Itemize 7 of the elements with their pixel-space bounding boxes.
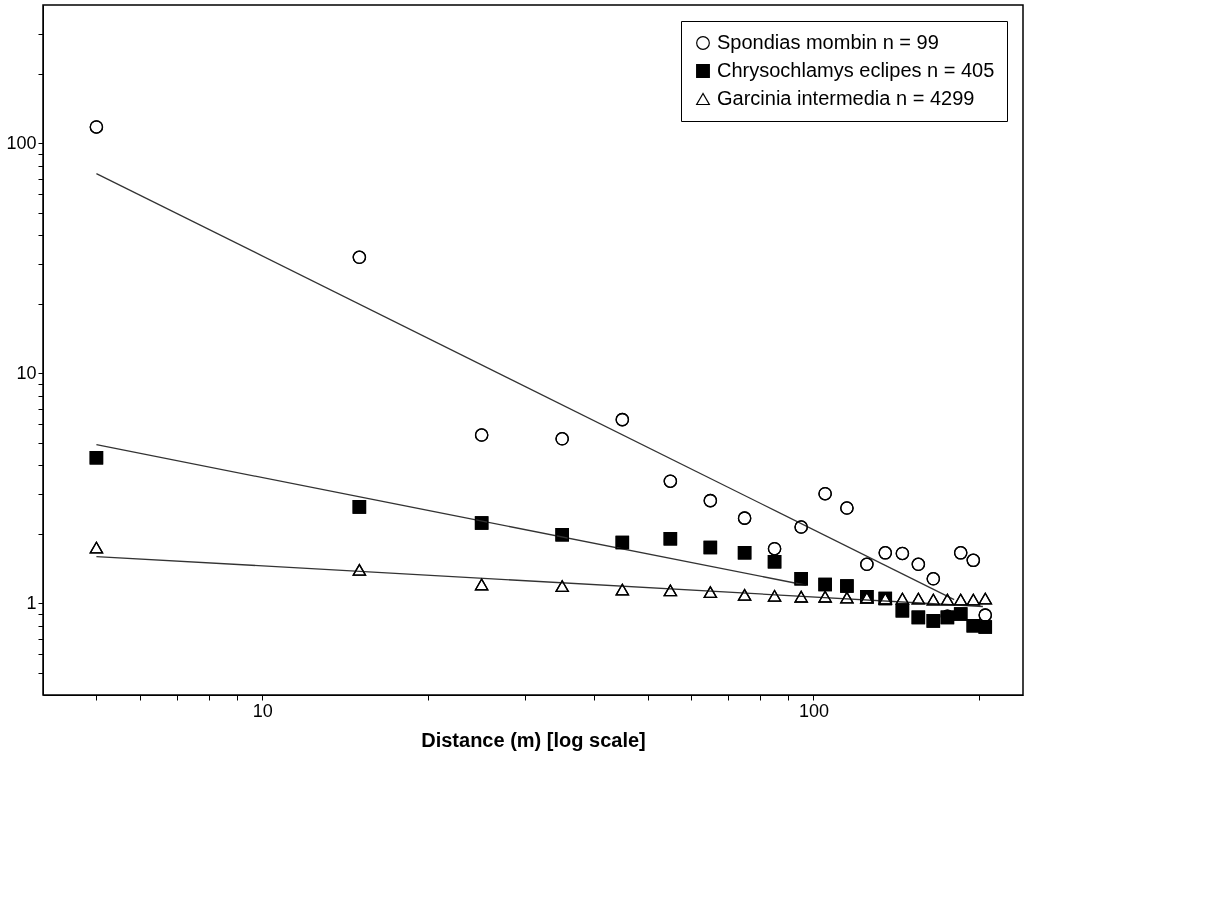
y-tick-label: 1	[26, 592, 37, 613]
y-tick-label: 100	[6, 132, 37, 153]
legend-label: Garcinia intermedia n = 4299	[717, 87, 975, 109]
legend-label: Spondias mombin n = 99	[717, 31, 939, 53]
y-tick-label: 10	[16, 362, 37, 383]
legend-label: Chrysochlamys eclipes n = 405	[717, 59, 995, 81]
x-axis-title: Distance (m) [log scale]	[421, 728, 646, 751]
